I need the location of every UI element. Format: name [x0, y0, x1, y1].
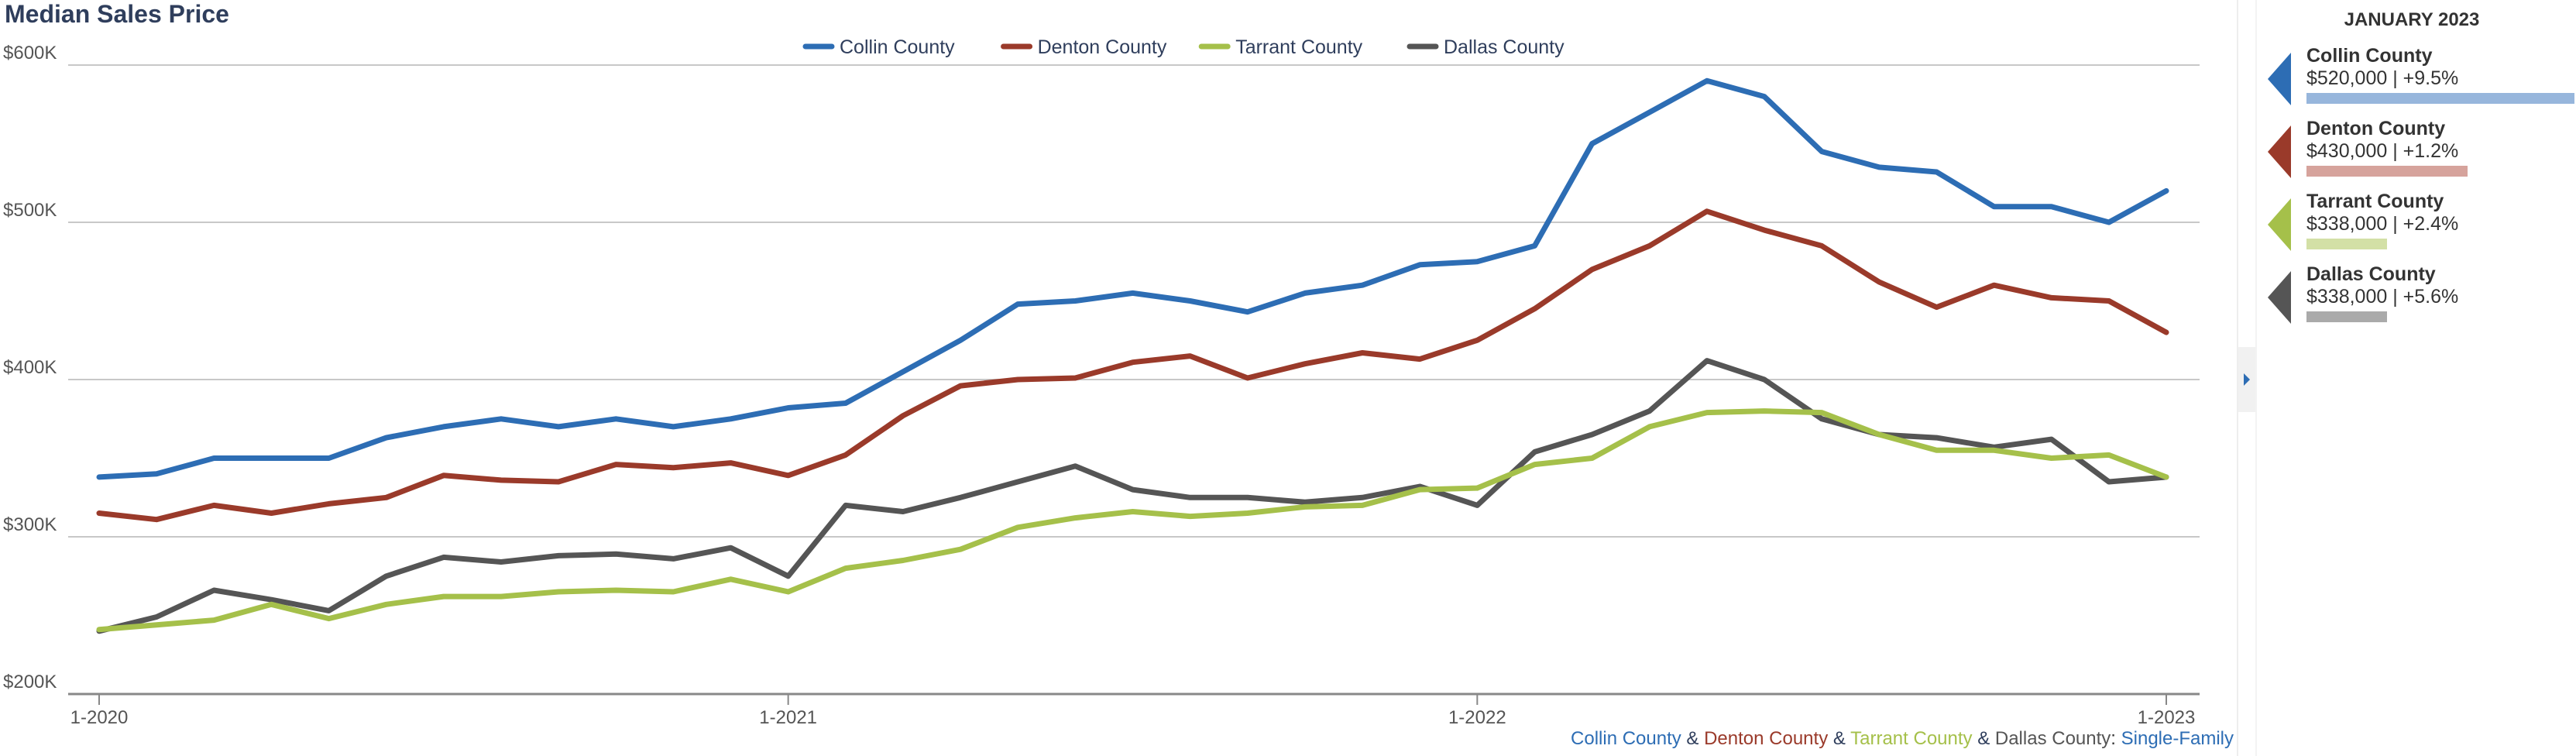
side-panel: JANUARY 2023 Collin County $520,000 | +9… — [2255, 0, 2576, 756]
side-entry-denton[interactable]: Denton County $430,000 | +1.2% — [2268, 118, 2576, 187]
footer-part: Denton County — [1704, 728, 1829, 749]
footer-part: & — [1972, 728, 1995, 749]
legend-item-denton-county[interactable]: Denton County — [1001, 36, 1167, 58]
entry-bar — [2306, 166, 2468, 177]
legend-label: Dallas County — [1444, 36, 1564, 58]
entry-name: Collin County — [2306, 45, 2433, 67]
entry-name: Tarrant County — [2306, 191, 2444, 212]
chart-footer-caption: Collin County & Denton County & Tarrant … — [1571, 728, 2234, 750]
side-entry-collin[interactable]: Collin County $520,000 | +9.5% — [2268, 45, 2576, 115]
x-tick-label: 1-2021 — [759, 707, 817, 728]
footer-part: & — [1681, 728, 1705, 749]
entry-value: $520,000 | +9.5% — [2306, 67, 2459, 89]
series-line-collin-county[interactable] — [96, 77, 2169, 480]
side-panel-heading: JANUARY 2023 — [2344, 9, 2480, 30]
x-tick-label: 1-2022 — [1448, 707, 1506, 728]
axes: $200K $300K $400K $500K $600K 1-2020 1-2021 1-2… — [3, 43, 2200, 728]
legend-item-dallas-county[interactable]: Dallas County — [1406, 36, 1564, 58]
series-line-tarrant-county[interactable] — [96, 408, 2169, 633]
entry-name: Dallas County — [2306, 263, 2436, 285]
y-tick-label: $300K — [3, 514, 57, 535]
gridlines — [68, 64, 2200, 538]
legend-label: Collin County — [840, 36, 955, 58]
footer-part: Collin County — [1571, 728, 1681, 749]
x-tick-label: 1-2020 — [70, 707, 129, 728]
footer-part: : — [2111, 728, 2121, 749]
entry-bar — [2306, 311, 2387, 322]
line-chart: $200K $300K $400K $500K $600K 1-2020 1-2021 1-2… — [3, 36, 2200, 728]
legend-item-tarrant-county[interactable]: Tarrant County — [1198, 36, 1363, 58]
pointer-icon — [2268, 125, 2291, 178]
entry-value: $338,000 | +5.6% — [2306, 286, 2459, 308]
side-entry-dallas[interactable]: Dallas County $338,000 | +5.6% — [2268, 263, 2576, 333]
entry-value: $338,000 | +2.4% — [2306, 213, 2459, 235]
entry-name: Denton County — [2306, 118, 2446, 139]
footer-part: Tarrant County — [1850, 728, 1973, 749]
entry-bar — [2306, 93, 2574, 104]
series-line-dallas-county[interactable] — [96, 358, 2169, 634]
footer-part: Dallas County — [1994, 728, 2111, 749]
legend-label: Denton County — [1038, 36, 1167, 58]
legend-item-collin-county[interactable]: Collin County — [802, 36, 955, 58]
legend[interactable]: Collin County Denton County Tarrant County… — [802, 36, 1564, 58]
pointer-icon — [2268, 53, 2291, 105]
chart-title: Median Sales Price — [5, 0, 229, 28]
panel-collapse-handle[interactable] — [2238, 347, 2255, 412]
pointer-icon — [2268, 271, 2291, 324]
footer-part: Single-Family — [2121, 728, 2234, 749]
x-tick-label: 1-2023 — [2138, 707, 2196, 728]
panel-divider — [2237, 0, 2238, 756]
y-tick-label: $500K — [3, 200, 57, 221]
side-entry-tarrant[interactable]: Tarrant County $338,000 | +2.4% — [2268, 191, 2576, 260]
pointer-icon — [2268, 198, 2291, 251]
legend-label: Tarrant County — [1235, 36, 1362, 58]
y-tick-label: $200K — [3, 672, 57, 692]
series-line-denton-county[interactable] — [96, 208, 2169, 523]
series-lines — [96, 77, 2169, 634]
y-tick-label: $600K — [3, 43, 57, 64]
entry-bar — [2306, 239, 2387, 249]
footer-part: & — [1828, 728, 1851, 749]
y-tick-label: $400K — [3, 357, 57, 378]
entry-value: $430,000 | +1.2% — [2306, 140, 2459, 162]
chevron-right-icon — [2244, 373, 2250, 386]
